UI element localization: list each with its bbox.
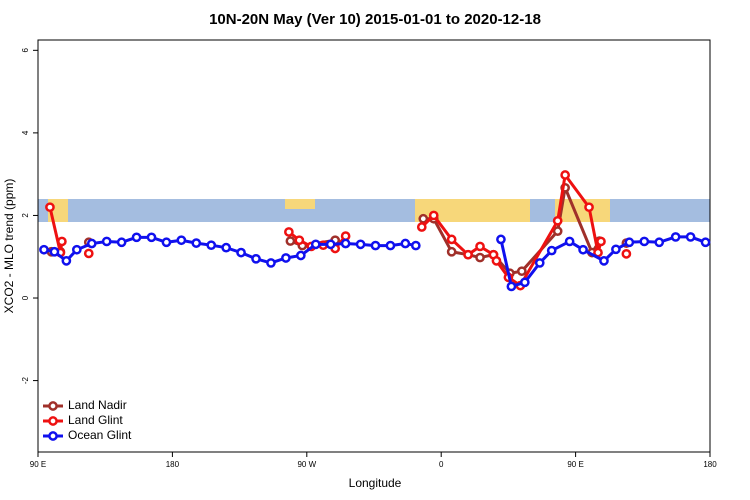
point	[599, 256, 609, 266]
legend-label: Land Nadir	[68, 398, 127, 412]
point	[251, 253, 261, 264]
legend-label: Ocean Glint	[68, 428, 132, 442]
x-tick-label: 90 E	[30, 460, 46, 469]
point	[116, 237, 127, 248]
point	[584, 202, 594, 213]
land	[285, 199, 315, 209]
ocean-band	[38, 199, 710, 222]
point	[700, 237, 711, 248]
point	[519, 277, 530, 288]
point	[221, 242, 232, 253]
point	[670, 232, 681, 242]
legend-marker	[48, 431, 58, 441]
chart-title: 10N-20N May (Ver 10) 2015-01-01 to 2020-…	[209, 11, 541, 28]
point	[355, 239, 366, 250]
point	[560, 170, 570, 180]
point	[475, 241, 485, 252]
point	[340, 238, 351, 249]
point	[285, 236, 296, 246]
y-tick-label: -2	[21, 376, 30, 384]
point	[83, 248, 94, 259]
point	[71, 244, 82, 255]
point	[506, 281, 517, 292]
x-axis-label: Longitude	[349, 476, 402, 490]
point	[546, 245, 557, 256]
point	[310, 239, 321, 250]
point	[564, 236, 575, 247]
point	[685, 232, 696, 242]
map-band	[38, 199, 710, 222]
point	[496, 234, 506, 245]
point	[475, 252, 485, 263]
point	[206, 240, 217, 251]
point	[446, 234, 457, 245]
point	[325, 239, 336, 250]
point	[266, 258, 276, 268]
legend-marker	[48, 401, 58, 411]
point	[176, 235, 187, 246]
point	[49, 246, 60, 257]
series-line	[50, 175, 626, 286]
point	[61, 256, 72, 266]
x-tick-label: 180	[166, 460, 180, 469]
point	[596, 236, 606, 247]
point	[428, 210, 439, 221]
point	[621, 248, 632, 259]
point	[281, 253, 291, 263]
point	[418, 213, 429, 224]
plot-frame	[37, 39, 711, 453]
point	[463, 249, 473, 260]
point	[410, 240, 421, 251]
point	[624, 237, 635, 248]
point	[534, 258, 545, 268]
point	[294, 235, 305, 246]
y-tick-label: 0	[21, 295, 30, 300]
y-tick-label: 2	[21, 213, 30, 218]
legend-marker	[48, 416, 58, 426]
point	[552, 215, 563, 226]
point	[284, 227, 294, 237]
point	[416, 222, 427, 232]
point	[57, 236, 67, 247]
y-axis-label: XCO2 - MLO trend (ppm)	[2, 179, 16, 314]
point	[654, 237, 665, 248]
x-tick-label: 90 E	[567, 460, 583, 469]
x-tick-label: 180	[703, 460, 717, 469]
point	[340, 231, 351, 241]
point	[516, 266, 527, 277]
point	[578, 244, 588, 255]
point	[236, 247, 246, 258]
land	[415, 199, 530, 222]
point	[491, 256, 502, 266]
point	[446, 246, 457, 257]
point	[385, 240, 396, 251]
point	[295, 250, 306, 261]
legend-label: Land Glint	[68, 413, 123, 427]
point	[552, 226, 563, 236]
x-tick-label: 90 W	[297, 460, 316, 469]
point	[611, 244, 621, 255]
y-tick-label: 6	[21, 48, 30, 53]
point	[86, 238, 97, 249]
point	[191, 238, 202, 248]
y-tick-label: 4	[21, 130, 30, 135]
x-tick-label: 0	[439, 460, 444, 469]
land	[555, 199, 610, 222]
point	[45, 202, 55, 213]
point	[639, 236, 650, 247]
point	[400, 238, 411, 249]
point	[161, 237, 172, 248]
point	[131, 232, 142, 243]
point	[146, 232, 157, 243]
point	[39, 244, 49, 255]
point	[101, 236, 112, 247]
point	[370, 240, 381, 251]
